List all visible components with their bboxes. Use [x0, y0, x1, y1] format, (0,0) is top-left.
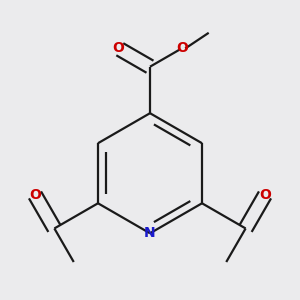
Text: O: O — [259, 188, 271, 202]
Text: N: N — [144, 226, 156, 240]
Text: O: O — [176, 41, 188, 55]
Text: O: O — [112, 41, 124, 55]
Text: O: O — [29, 188, 41, 202]
